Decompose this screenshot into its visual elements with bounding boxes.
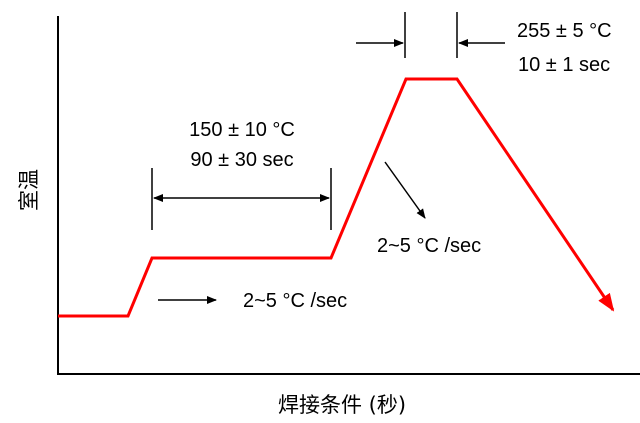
ramp-up-rate-label: 2~5 °C /sec — [243, 290, 347, 312]
ramp-down-arrow — [384, 161, 426, 219]
ramp-down-rate-label: 2~5 °C /sec — [377, 235, 481, 257]
temperature-profile-line — [58, 77, 615, 318]
preheat-temp-label: 150 ± 10 °C — [189, 119, 295, 141]
preheat-time-label: 90 ± 30 sec — [190, 149, 293, 171]
x-axis-label: 焊接条件 (秒) — [278, 393, 406, 417]
y-axis-label: 室温 — [17, 169, 41, 211]
peak-time-label: 10 ± 1 sec — [518, 54, 610, 76]
peak-temp-label: 255 ± 5 °C — [517, 20, 612, 42]
